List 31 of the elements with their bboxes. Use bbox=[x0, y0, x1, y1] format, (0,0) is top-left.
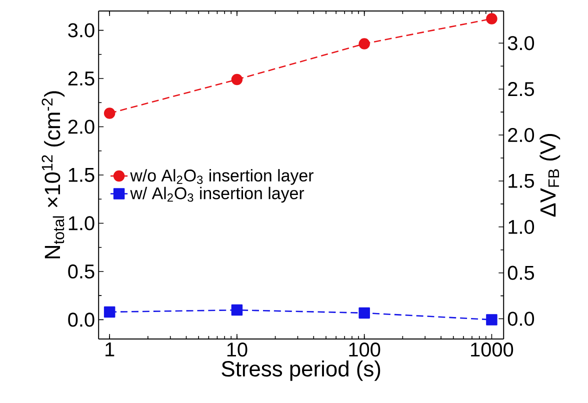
y-tick-label: 1.5 bbox=[68, 168, 94, 182]
y2-tick-label: 0.5 bbox=[508, 266, 534, 280]
y-tick-label: 3.0 bbox=[68, 23, 94, 38]
point bbox=[231, 74, 243, 86]
y-tick-label: 1.0 bbox=[68, 216, 94, 230]
point bbox=[104, 306, 116, 318]
point bbox=[104, 108, 116, 119]
point bbox=[231, 304, 243, 316]
x-axis-title: Stress period (s) bbox=[222, 360, 380, 381]
legend-label: w/o Al$_{2}$O$_{3}$ insertion layer bbox=[130, 169, 314, 185]
legend-label: w/ Al$_{2}$O$_{3}$ insertion layer bbox=[130, 186, 304, 203]
x-tick-label: 1 bbox=[106, 342, 114, 356]
y-tick-label: 2.5 bbox=[68, 71, 94, 86]
y-tick-label: 0.0 bbox=[68, 312, 94, 327]
y-tick-label: 0.5 bbox=[68, 264, 94, 279]
y2-tick-label: 0.0 bbox=[508, 312, 534, 326]
point bbox=[486, 13, 498, 24]
y2-tick-label: 1.5 bbox=[508, 174, 534, 188]
point bbox=[486, 314, 498, 326]
y2-tick-label: 2.0 bbox=[508, 128, 534, 142]
x-tick-label: 10 bbox=[227, 342, 248, 357]
point bbox=[358, 38, 370, 50]
x-tick-label: 1000 bbox=[471, 342, 514, 357]
x-tick-label: 100 bbox=[349, 342, 380, 357]
y2-tick-label: 2.5 bbox=[508, 82, 534, 96]
y2-axis-title: ΔV$_{FB}$ (V) bbox=[540, 134, 560, 217]
y-axis-title: N$_{total}$ ×10$^{12}$ (cm$^{-2}$) bbox=[42, 91, 65, 258]
y2-tick-label: 1.0 bbox=[508, 220, 534, 234]
y-tick-label: 2.0 bbox=[68, 120, 94, 134]
y2-tick-label: 3.0 bbox=[508, 36, 534, 50]
point bbox=[358, 307, 370, 319]
